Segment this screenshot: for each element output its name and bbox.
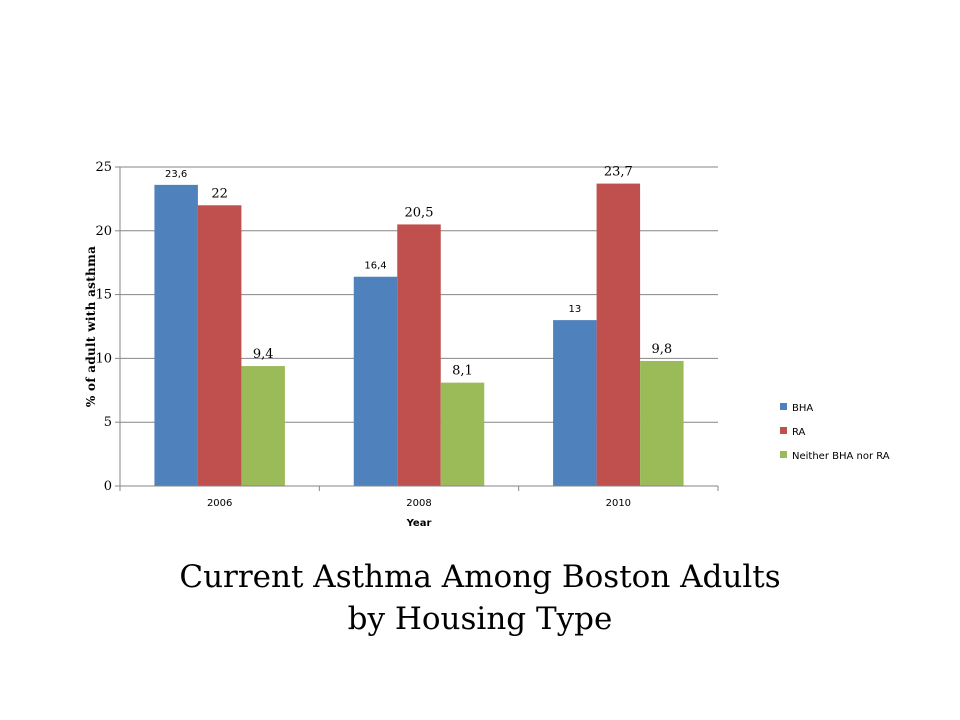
data-label: 20,5 (405, 205, 434, 220)
axes: 0 5 10 15 20 25 2006 2008 2010 (95, 160, 719, 509)
data-label: 23,6 (165, 169, 187, 180)
data-label: 23,7 (604, 165, 633, 180)
bar-ra-2008 (397, 224, 441, 487)
bar-neither-bha-nor-ra-2008 (440, 382, 485, 486)
y-axis-title: % of adult with asthma (84, 246, 98, 407)
caption-line-1: Current Asthma Among Boston Adults (179, 559, 781, 595)
data-label: 16,4 (364, 261, 386, 272)
data-label: 22 (211, 186, 228, 201)
y-tick-label: 25 (95, 160, 112, 175)
bar-bha-2008 (353, 276, 398, 486)
data-label: 9,4 (253, 347, 274, 362)
caption-line-2: by Housing Type (347, 601, 613, 637)
chart-caption: Current Asthma Among Boston Adults by Ho… (80, 556, 880, 640)
legend-swatch (780, 403, 787, 410)
data-label: 9,8 (651, 342, 672, 357)
y-tick-label: 20 (95, 224, 112, 239)
bars (154, 183, 684, 487)
legend-swatch (780, 451, 787, 458)
bar-neither-bha-nor-ra-2006 (241, 366, 285, 486)
y-tick-label: 5 (104, 415, 112, 430)
x-tick-label: 2010 (606, 498, 631, 509)
bar-bha-2010 (553, 320, 597, 486)
x-tick-label: 2006 (207, 498, 232, 509)
data-label: 13 (568, 304, 581, 315)
data-labels: 23,6 22 9,4 16,4 20,5 8,1 13 23,7 9,8 (165, 165, 672, 379)
data-label: 8,1 (452, 364, 473, 379)
legend-swatch (780, 427, 787, 434)
legend-entry: BHA (792, 403, 813, 414)
x-axis-title: Year (406, 518, 432, 529)
bar-ra-2010 (596, 183, 641, 486)
y-tick-label: 10 (95, 351, 112, 366)
x-tick-label: 2008 (406, 498, 431, 509)
bar-ra-2006 (197, 205, 242, 486)
legend: BHA RA Neither BHA nor RA (780, 403, 890, 462)
y-tick-label: 0 (104, 479, 112, 494)
y-tick-label: 15 (95, 288, 112, 303)
legend-entry: Neither BHA nor RA (792, 451, 890, 462)
legend-entry: RA (792, 427, 806, 438)
bar-neither-bha-nor-ra-2010 (640, 360, 684, 486)
bar-bha-2006 (154, 184, 198, 486)
